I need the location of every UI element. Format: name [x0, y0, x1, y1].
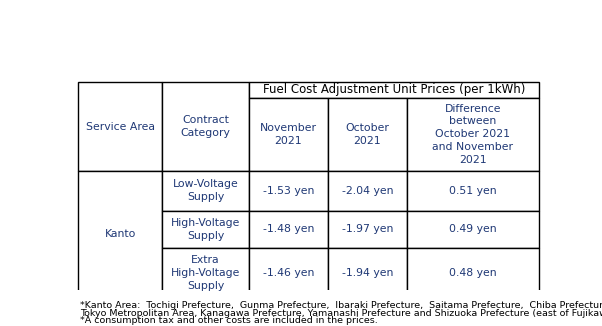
Text: -2.04 yen: -2.04 yen: [342, 186, 393, 196]
Bar: [328, 98, 407, 171]
Bar: [407, 98, 539, 171]
Bar: [249, 171, 328, 211]
Text: 0.48 yen: 0.48 yen: [449, 268, 497, 278]
Text: Contract
Category: Contract Category: [181, 115, 231, 138]
Bar: [407, 171, 539, 211]
Text: November
2021: November 2021: [260, 123, 317, 146]
Text: *Kanto Area:  Tochigi Prefecture,  Gunma Prefecture,  Ibaraki Prefecture,  Saita: *Kanto Area: Tochigi Prefecture, Gunma P…: [80, 301, 602, 310]
Bar: [162, 211, 249, 248]
Bar: [407, 211, 539, 248]
Text: Difference
between
October 2021
and November
2021: Difference between October 2021 and Nove…: [432, 104, 514, 165]
Text: October
2021: October 2021: [346, 123, 389, 146]
Text: 0.49 yen: 0.49 yen: [449, 224, 497, 234]
Text: Extra
High-Voltage
Supply: Extra High-Voltage Supply: [171, 255, 240, 290]
Text: High-Voltage
Supply: High-Voltage Supply: [171, 218, 240, 241]
Bar: [249, 248, 328, 298]
Bar: [249, 82, 539, 98]
Text: -1.48 yen: -1.48 yen: [262, 224, 314, 234]
Bar: [162, 171, 249, 211]
Text: -1.94 yen: -1.94 yen: [342, 268, 393, 278]
Text: -1.46 yen: -1.46 yen: [262, 268, 314, 278]
Bar: [249, 98, 328, 171]
Text: Tokyo Metropolitan Area, Kanagawa Prefecture, Yamanashi Prefecture and Shizuoka : Tokyo Metropolitan Area, Kanagawa Prefec…: [80, 309, 602, 318]
Bar: [407, 248, 539, 298]
Text: -1.53 yen: -1.53 yen: [262, 186, 314, 196]
Text: Fuel Cost Adjustment Unit Prices (per 1kWh): Fuel Cost Adjustment Unit Prices (per 1k…: [262, 83, 525, 96]
Bar: [328, 171, 407, 211]
Text: Service Area: Service Area: [85, 122, 155, 131]
Bar: [249, 211, 328, 248]
Text: Kanto: Kanto: [105, 229, 136, 239]
Bar: [78, 82, 162, 171]
Text: Low-Voltage
Supply: Low-Voltage Supply: [173, 179, 238, 202]
Bar: [328, 248, 407, 298]
Bar: [162, 82, 249, 171]
Text: *A consumption tax and other costs are included in the prices.: *A consumption tax and other costs are i…: [80, 316, 377, 325]
Bar: [78, 171, 162, 298]
Text: -1.97 yen: -1.97 yen: [342, 224, 393, 234]
Text: 0.51 yen: 0.51 yen: [449, 186, 497, 196]
Bar: [162, 248, 249, 298]
Bar: [328, 211, 407, 248]
